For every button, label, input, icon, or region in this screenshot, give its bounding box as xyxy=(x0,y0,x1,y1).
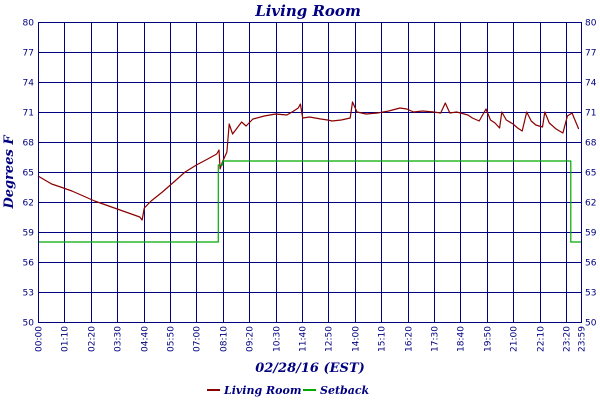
x-tick-label: 00:00 xyxy=(35,326,45,352)
axis-ticks: 50 50 53 53 56 56 59 59 62 62 65 65 68 68 71 71 74 74 77 77… xyxy=(23,19,597,352)
x-tick-label: 12:50 xyxy=(325,326,335,352)
x-tick-label: 21:00 xyxy=(510,326,520,352)
y-tick-label-right: 77 xyxy=(585,49,596,59)
y-tick-label-left: 80 xyxy=(23,19,35,29)
x-tick-label: 05:50 xyxy=(167,326,177,352)
x-axis-label: 02/28/16 (EST) xyxy=(255,361,365,376)
y-tick-label-left: 71 xyxy=(23,109,34,119)
chart-title: Living Room xyxy=(254,2,361,20)
x-tick-label: 01:10 xyxy=(61,326,71,352)
y-tick-label-left: 50 xyxy=(23,319,35,329)
y-tick-label-left: 56 xyxy=(23,259,35,269)
x-tick-label: 18:40 xyxy=(457,326,467,352)
x-tick-label: 02:20 xyxy=(88,326,98,352)
x-tick-label: 23:59 xyxy=(578,326,588,352)
y-tick-label-right: 53 xyxy=(585,289,596,299)
living-room-series-line xyxy=(37,101,580,221)
y-tick-label-left: 68 xyxy=(23,139,35,149)
y-tick-label-right: 74 xyxy=(585,79,597,89)
setback-series-line xyxy=(38,160,581,243)
y-tick-label-left: 65 xyxy=(23,169,34,179)
x-tick-label: 14:00 xyxy=(352,326,362,352)
x-tick-label: 23:20 xyxy=(563,326,573,352)
y-tick-label-right: 80 xyxy=(585,19,597,29)
y-tick-label-right: 62 xyxy=(585,199,596,209)
y-tick-label-left: 74 xyxy=(23,79,35,89)
y-axis-label: Degrees F xyxy=(2,135,17,210)
y-tick-label-left: 77 xyxy=(23,49,34,59)
legend-living-room-label: Living Room xyxy=(223,384,301,397)
y-tick-label-right: 65 xyxy=(585,169,596,179)
y-tick-label-left: 59 xyxy=(23,229,35,239)
grid xyxy=(38,22,582,323)
x-tick-label: 07:00 xyxy=(193,326,203,352)
y-tick-label-left: 53 xyxy=(23,289,34,299)
y-tick-label-right: 50 xyxy=(585,319,597,329)
x-tick-label: 03:30 xyxy=(114,326,124,352)
x-tick-label: 10:30 xyxy=(273,326,283,352)
legend: Living Room Setback xyxy=(207,384,370,397)
x-tick-label: 22:10 xyxy=(537,326,547,352)
plot-area xyxy=(37,101,581,243)
x-tick-label: 17:30 xyxy=(431,326,441,352)
y-tick-label-right: 59 xyxy=(585,229,597,239)
y-tick-label-right: 56 xyxy=(585,259,597,269)
x-tick-label: 04:40 xyxy=(141,326,151,352)
x-tick-label: 09:20 xyxy=(246,326,256,352)
x-tick-label: 08:10 xyxy=(220,326,230,352)
legend-setback-label: Setback xyxy=(320,384,370,397)
x-tick-label: 11:40 xyxy=(299,326,309,352)
x-tick-label: 19:50 xyxy=(484,326,494,352)
y-tick-label-right: 71 xyxy=(585,109,596,119)
plot-frame xyxy=(38,22,582,323)
x-tick-label: 16:20 xyxy=(405,326,415,352)
x-tick-label: 15:10 xyxy=(378,326,388,352)
y-tick-label-left: 62 xyxy=(23,199,34,209)
y-tick-label-right: 68 xyxy=(585,139,597,149)
